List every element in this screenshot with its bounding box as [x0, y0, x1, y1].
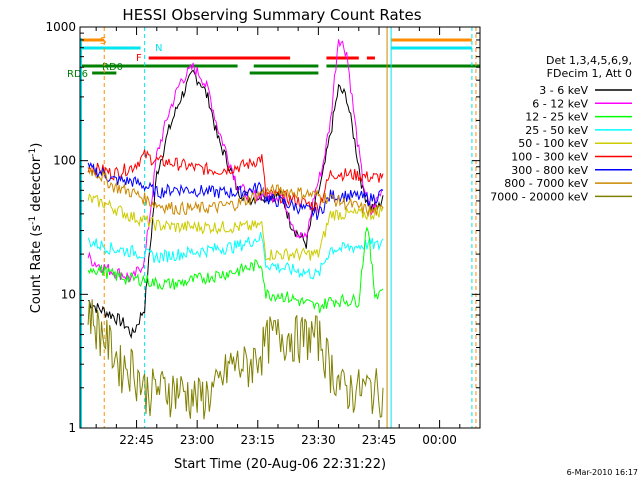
flag-label-f: F: [136, 53, 142, 64]
series-line: [87, 149, 384, 214]
flag-label-s: S: [100, 36, 106, 47]
series-line: [87, 232, 384, 280]
y-axis-label: Count Rate (s-1 detector-1): [28, 143, 44, 314]
legend-header-2: FDecim 1, Att 0: [547, 67, 632, 80]
series-group: [87, 39, 384, 420]
legend-label: 6 - 12 keV: [532, 97, 588, 110]
x-tick-label: 23:15: [240, 433, 275, 447]
legend-header-1: Det 1,3,4,5,6,9,: [546, 54, 632, 67]
flag-label-rd6: RD6: [67, 69, 88, 80]
legend-label: 300 - 800 keV: [511, 164, 588, 177]
y-label-main: Count Rate (s: [29, 225, 44, 314]
legend-label: 100 - 300 keV: [511, 151, 588, 164]
chart-title: HESSI Observing Summary Count Rates: [122, 6, 421, 24]
series-line: [88, 69, 384, 340]
y-label-sup1: -1: [28, 216, 38, 225]
series-line: [87, 161, 384, 221]
legend-label: 50 - 100 keV: [518, 137, 588, 150]
y-label-mid: detector: [29, 156, 44, 216]
flag-label-n: N: [155, 43, 162, 54]
y-label-end: ): [29, 143, 44, 148]
series-line: [87, 166, 384, 218]
x-tick-label: 22:45: [119, 433, 154, 447]
y-tick-label: 1: [68, 421, 76, 435]
y-tick-label: 1000: [45, 20, 76, 34]
series-line: [87, 39, 384, 283]
series-line: [87, 226, 384, 314]
series-line: [87, 193, 384, 262]
legend: Det 1,3,4,5,6,9, FDecim 1, Att 0 3 - 6 k…: [490, 54, 632, 203]
y-tick-label: 100: [53, 154, 76, 168]
x-tick-label: 23:45: [362, 433, 397, 447]
vertical-markers: [80, 27, 477, 428]
legend-label: 25 - 50 keV: [525, 124, 588, 137]
axes-group: 1 10 100 1000 22:45 23:00 23:15 23:30 23:45 00:00: [45, 20, 481, 447]
legend-label: 12 - 25 keV: [525, 111, 588, 124]
legend-label: 800 - 7000 keV: [504, 177, 588, 190]
x-tick-label: 23:30: [301, 433, 336, 447]
timestamp: 6-Mar-2010 16:17: [567, 468, 638, 477]
observing-flags: S N F RD0 RD6: [67, 36, 480, 80]
flag-label-rd0: RD0: [102, 62, 123, 73]
x-tick-label: 23:00: [180, 433, 215, 447]
x-tick-label: 00:00: [422, 433, 457, 447]
plot-frame: [79, 26, 481, 429]
legend-label: 3 - 6 keV: [539, 84, 588, 97]
x-axis-label: Start Time (20-Aug-06 22:31:22): [174, 457, 386, 472]
y-tick-label: 10: [61, 287, 76, 301]
series-line: [87, 299, 384, 420]
legend-label: 7000 - 20000 keV: [490, 190, 588, 203]
y-label-sup2: -1: [28, 148, 38, 157]
